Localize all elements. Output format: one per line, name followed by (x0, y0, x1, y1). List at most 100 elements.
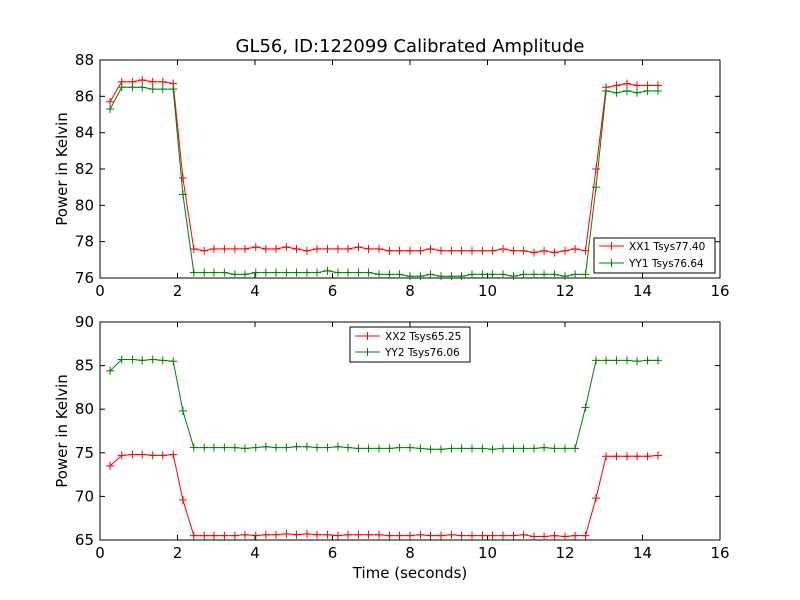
plot-bottom-point-xx2-7 (178, 495, 187, 504)
plot-top-xtick-label-2: 2 (173, 282, 183, 300)
plot-bottom-point-yy2-32 (437, 445, 445, 454)
plot-bottom-point-yy2-35 (468, 444, 476, 453)
plot-top-point-xx1-50 (623, 79, 631, 88)
plot-bottom-point-xx2-44 (561, 532, 569, 541)
plot-bottom-point-xx2-49 (612, 452, 621, 461)
plot-top-legend-label-xx1: XX1 Tsys77.40 (629, 241, 705, 253)
plot-top-xtick-label-6: 6 (328, 282, 338, 300)
plot-bottom-point-xx2-50 (623, 452, 631, 461)
plot-bottom-point-yy2-43 (550, 444, 559, 453)
plot-bottom-xtick-label-16: 16 (710, 544, 729, 562)
plot-top-point-xx1-28 (395, 246, 404, 255)
plot-bottom-point-xx2-4 (148, 451, 157, 460)
plot-bottom-point-xx2-43 (550, 531, 559, 540)
plot-top-point-yy1-4 (148, 85, 157, 94)
plot-top-point-xx1-42 (540, 246, 549, 255)
plot-bottom-point-yy2-2 (128, 355, 137, 364)
plot-bottom-point-xx2-6 (169, 450, 178, 459)
plot-top-point-xx1-18 (292, 244, 301, 253)
plot-bottom-point-yy2-18 (292, 442, 301, 451)
plot-bottom-point-yy2-11 (220, 443, 229, 452)
plot-top-point-xx1-23 (344, 244, 352, 253)
plot-bottom-point-xx2-41 (530, 532, 538, 541)
plot-top-point-xx1-15 (261, 244, 270, 253)
plot-bottom-point-yy2-40 (519, 444, 528, 453)
plot-bottom-point-yy2-8 (189, 443, 198, 452)
plot-top-point-yy1-1 (117, 83, 126, 92)
plot-bottom-point-xx2-34 (457, 531, 466, 540)
plot-top-point-xx1-27 (385, 246, 394, 255)
plot-bottom-point-xx2-9 (200, 531, 209, 540)
plot-top-point-yy1-24 (354, 268, 363, 277)
plot-top-xticks: 0 2 4 6 8 10 12 14 16 (95, 60, 730, 300)
plot-bottom-xticks: 0 2 4 6 8 10 12 14 16 (95, 322, 730, 562)
plot-bottom-point-xx2-46 (581, 531, 590, 540)
plot-bottom-point-yy2-19 (302, 442, 311, 451)
plot-bottom-point-yy2-53 (654, 356, 662, 365)
plot-top-series (106, 75, 662, 281)
plot-bottom-xtick-label-8: 8 (405, 544, 415, 562)
plot-bottom-point-yy2-46 (581, 403, 590, 412)
plot-top-ytick-label-82: 82 (75, 160, 94, 178)
plot-bottom-point-yy2-33 (447, 444, 456, 453)
plot-top-ytick-label-86: 86 (75, 87, 94, 105)
plot-bottom-point-xx2-36 (478, 531, 487, 540)
plot-top-point-yy1-34 (457, 272, 466, 281)
plot-top-point-yy1-39 (509, 272, 518, 281)
plot-top-point-xx1-32 (437, 246, 445, 255)
plot-bottom-point-xx2-22 (333, 531, 342, 540)
plot-top-point-xx1-8 (189, 244, 198, 253)
plot-top-ytick-label-78: 78 (75, 233, 94, 251)
plot-bottom-point-xx2-25 (364, 530, 373, 539)
plot-bottom-xtick-label-14: 14 (633, 544, 652, 562)
plot-top-point-xx1-33 (447, 246, 456, 255)
plot-bottom-point-xx2-5 (158, 451, 167, 460)
plot-bottom-point-xx2-23 (344, 530, 352, 539)
plot-bottom-ytick-label-70: 70 (75, 487, 94, 505)
plot-bottom-point-xx2-28 (395, 531, 404, 540)
plot-top-xtick-label-10: 10 (478, 282, 497, 300)
plot-bottom-point-xx2-3 (138, 450, 147, 459)
plot-bottom-point-yy2-0 (106, 366, 115, 375)
plot-top: 0 2 4 6 8 10 12 14 16 76 78 80 82 84 86 88 Power in Ke… (53, 51, 730, 300)
plot-bottom-xtick-label-10: 10 (478, 544, 497, 562)
plot-top-point-xx1-21 (323, 244, 332, 253)
plot-bottom-xtick-label-2: 2 (173, 544, 183, 562)
plot-bottom-point-yy2-14 (251, 443, 260, 452)
plot-top-point-yy1-45 (571, 270, 580, 279)
plot-top-point-yy1-35 (468, 270, 476, 279)
plot-bottom-point-yy2-28 (395, 443, 404, 452)
plot-top-point-xx1-17 (282, 243, 291, 252)
plot-top-point-yy1-17 (282, 268, 291, 277)
plot-bottom-legend-box (349, 326, 471, 363)
plot-bottom-point-yy2-27 (385, 444, 394, 453)
plot-top-point-yy1-43 (550, 270, 559, 279)
plot-top-point-xx1-34 (457, 246, 466, 255)
plot-bottom-ytick-label-75: 75 (75, 444, 94, 462)
plot-bottom-point-xx2-30 (416, 530, 425, 539)
plot-top-point-xx1-39 (509, 246, 518, 255)
plot-top-point-yy1-22 (333, 268, 342, 277)
plot-top-point-yy1-53 (654, 86, 662, 95)
plot-top-xtick-label-16: 16 (710, 282, 729, 300)
plot-bottom-point-yy2-52 (643, 356, 652, 365)
plot-top-point-xx1-9 (200, 246, 209, 255)
plot-bottom-point-yy2-30 (416, 444, 425, 453)
plot-bottom-point-yy2-3 (138, 356, 147, 365)
plot-top-point-xx1-44 (561, 246, 569, 255)
plot-top-point-yy1-49 (612, 88, 621, 97)
plot-top-point-yy1-3 (138, 83, 147, 92)
plot-top-point-yy1-37 (488, 270, 497, 279)
plot-bottom-point-yy2-6 (169, 357, 178, 366)
plot-bottom-point-yy2-39 (509, 444, 518, 453)
plot-top-point-xx1-14 (251, 243, 260, 252)
plot-top-xtick-label-12: 12 (555, 282, 574, 300)
plot-top-point-xx1-0 (106, 97, 115, 106)
plot-bottom-point-xx2-39 (509, 531, 518, 540)
plot-top-point-xx1-40 (519, 246, 528, 255)
plot-top-point-yy1-21 (323, 266, 332, 275)
plot-bottom-point-yy2-23 (344, 443, 352, 452)
plot-bottom-xlabel: Time (seconds) (352, 564, 468, 582)
plot-bottom-point-yy2-49 (612, 356, 621, 365)
